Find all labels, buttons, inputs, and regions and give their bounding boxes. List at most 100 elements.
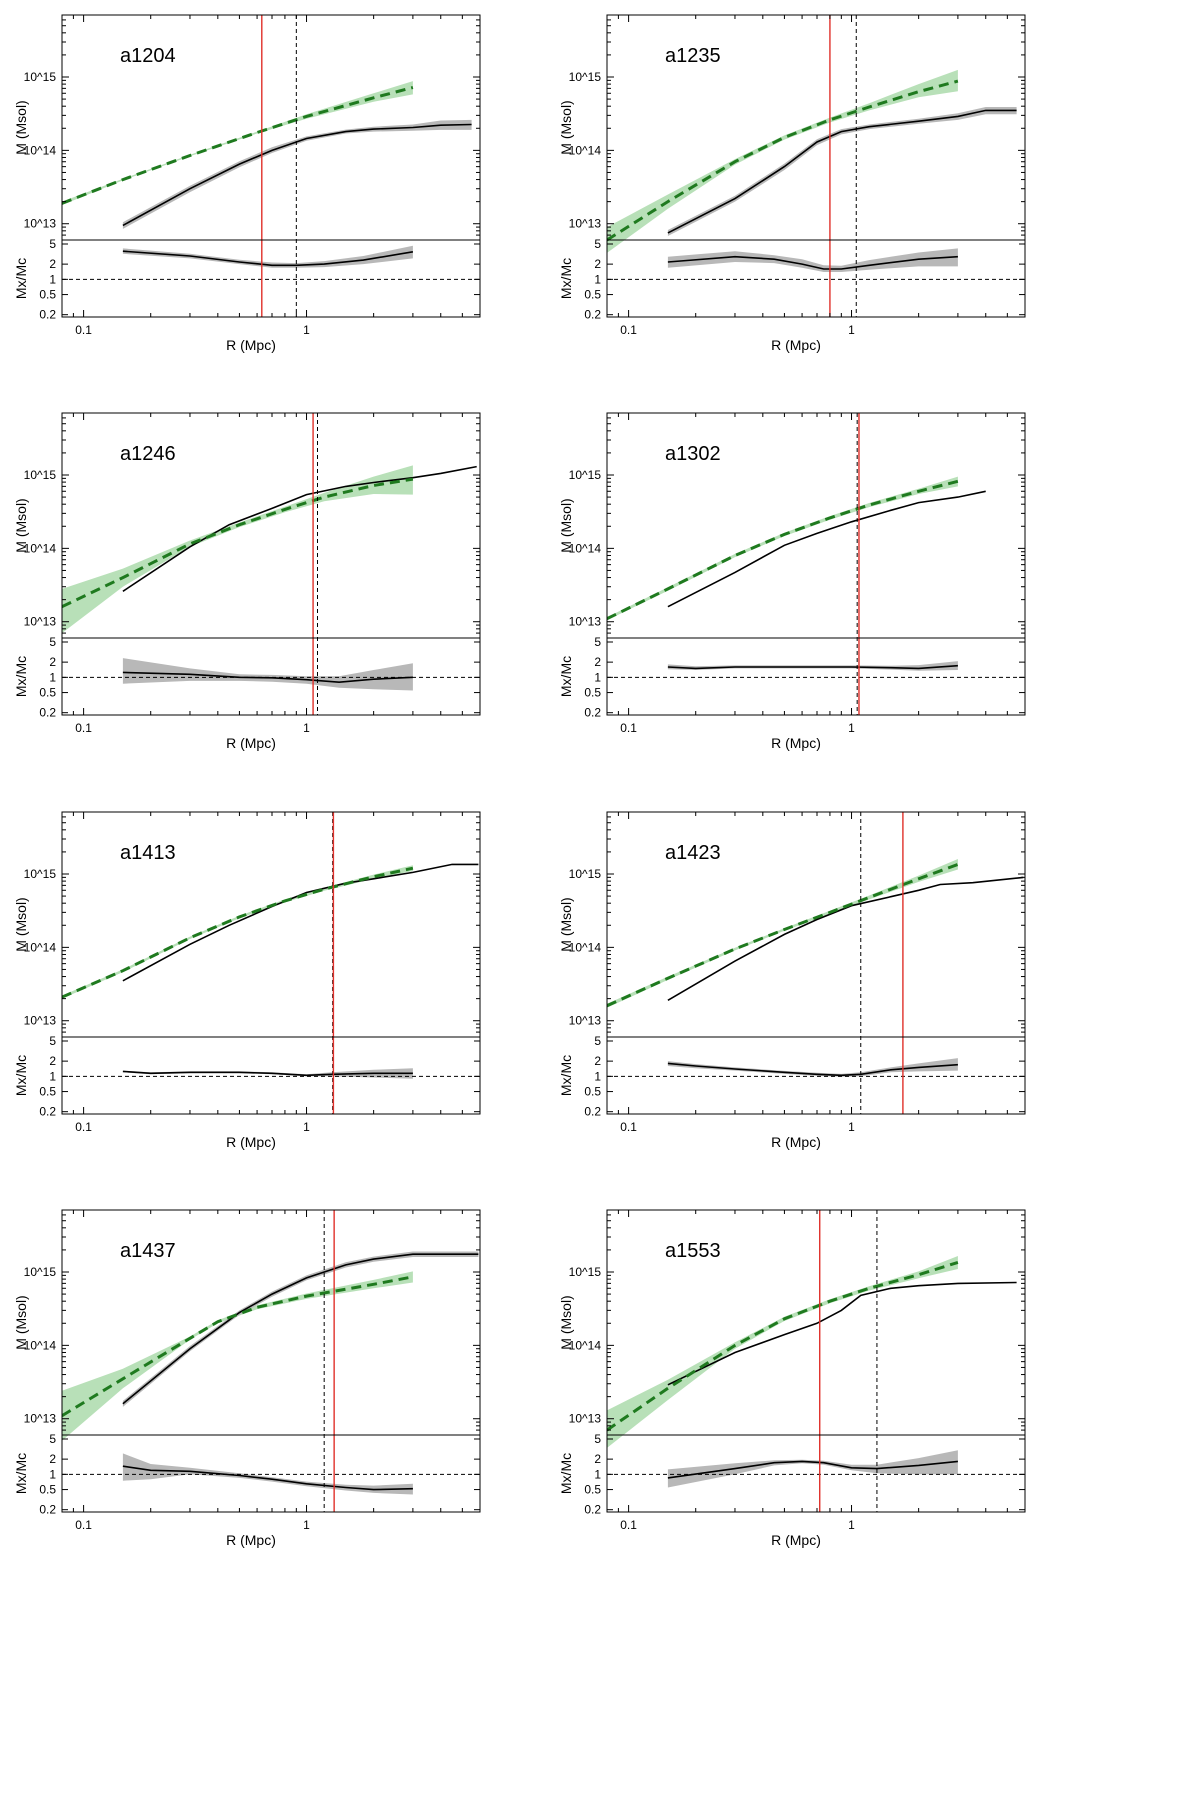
ratio-tick-label: 1 (49, 1467, 56, 1481)
mass-tick-label: 10^15 (569, 1265, 602, 1279)
x-axis-title: R (Mpc) (771, 1532, 821, 1548)
xray-mass-band (122, 119, 472, 229)
ratio-tick-label: 0.2 (39, 1105, 56, 1119)
x-tick-label: 0.1 (75, 323, 92, 337)
x-tick-label: 0.1 (75, 1518, 92, 1532)
x-tick-label: 0.1 (75, 721, 92, 735)
ratio-panel-frame (61, 637, 481, 716)
x-tick-label: 0.1 (620, 323, 637, 337)
mass-tick-label: 10^13 (569, 217, 602, 231)
ratio-tick-label: 1 (49, 1069, 56, 1083)
ratio-axis-title: Mx/Mc (558, 1453, 574, 1494)
ratio-tick-label: 0.5 (584, 686, 601, 700)
mass-ratio-line (667, 1460, 958, 1479)
ratio-tick-label: 2 (594, 1452, 601, 1466)
ratio-tick-label: 5 (49, 635, 56, 649)
ratio-tick-label: 0.2 (39, 308, 56, 322)
caustic-mass-line (607, 862, 959, 1008)
mass-tick-label: 10^15 (24, 1265, 57, 1279)
y-axis-title: M (Msol) (558, 897, 574, 951)
mass-tick-label: 10^15 (569, 867, 602, 881)
mass-ratio-line (122, 250, 414, 267)
mass-tick-label: 10^13 (24, 615, 57, 629)
caustic-mass-band (62, 465, 413, 634)
x-tick-label: 1 (848, 323, 855, 337)
ratio-tick-label: 0.5 (39, 1085, 56, 1099)
ratio-tick-label: 5 (594, 635, 601, 649)
xray-mass-line (122, 1253, 479, 1405)
x-axis-title: R (Mpc) (226, 1532, 276, 1548)
plot-area (607, 812, 1025, 1114)
ratio-panel-frame (606, 1434, 1026, 1513)
xray-mass-line (667, 490, 986, 608)
caustic-mass-band (607, 859, 958, 1008)
ratio-tick-label: 2 (49, 655, 56, 669)
caustic-mass-line (62, 86, 414, 205)
x-tick-label: 0.1 (75, 1120, 92, 1134)
y-axis-title: M (Msol) (558, 100, 574, 154)
x-tick-label: 0.1 (620, 1518, 637, 1532)
panel-title: a1413 (120, 842, 176, 864)
plot-area (62, 1210, 480, 1512)
panel-title: a1235 (665, 45, 721, 67)
x-tick-label: 1 (848, 1120, 855, 1134)
x-tick-label: 0.1 (620, 721, 637, 735)
mass-tick-label: 10^15 (569, 70, 602, 84)
x-axis-title: R (Mpc) (771, 735, 821, 751)
mass-ratio-band (122, 1453, 413, 1495)
y-axis-title: M (Msol) (13, 897, 29, 951)
y-axis-title: M (Msol) (13, 498, 29, 552)
mass-tick-label: 10^14 (569, 541, 602, 555)
ratio-panel-frame (61, 1036, 481, 1115)
xray-mass-line (122, 465, 477, 592)
mass-tick-label: 10^14 (569, 940, 602, 954)
xray-mass-line (667, 109, 1017, 234)
ratio-axis-title: Mx/Mc (13, 1055, 29, 1096)
mass-ratio-line (667, 664, 958, 670)
xray-mass-line (122, 863, 479, 982)
caustic-mass-line (62, 866, 414, 999)
ratio-tick-label: 5 (49, 237, 56, 251)
mass-tick-label: 10^14 (569, 1338, 602, 1352)
ratio-tick-label: 5 (49, 1034, 56, 1048)
xray-mass-band (667, 107, 1017, 236)
ratio-tick-label: 1 (594, 1467, 601, 1481)
ratio-tick-label: 5 (594, 1432, 601, 1446)
mass-tick-label: 10^14 (24, 541, 57, 555)
caustic-mass-line (607, 79, 959, 242)
xray-mass-band (122, 1251, 479, 1407)
ratio-panel-frame (61, 239, 481, 318)
caustic-mass-line (607, 1260, 959, 1432)
ratio-tick-label: 5 (594, 1034, 601, 1048)
ratio-tick-label: 0.2 (584, 706, 601, 720)
ratio-tick-label: 5 (594, 237, 601, 251)
mass-ratio-band (667, 1450, 958, 1488)
x-axis-title: R (Mpc) (226, 337, 276, 353)
ratio-tick-label: 2 (594, 257, 601, 271)
ratio-tick-label: 0.5 (39, 1483, 56, 1497)
xray-mass-line (667, 1281, 1017, 1386)
mass-ratio-line (667, 1062, 958, 1077)
x-axis-title: R (Mpc) (226, 1134, 276, 1150)
ratio-panel-frame (606, 637, 1026, 716)
caustic-mass-band (62, 865, 413, 999)
mass-ratio-band (667, 661, 958, 671)
ratio-tick-label: 1 (594, 1069, 601, 1083)
ratio-tick-label: 1 (49, 670, 56, 684)
ratio-tick-label: 0.5 (584, 1085, 601, 1099)
ratio-axis-title: Mx/Mc (13, 1453, 29, 1494)
x-tick-label: 1 (303, 721, 310, 735)
x-axis-title: R (Mpc) (771, 1134, 821, 1150)
plot-area (62, 413, 480, 715)
x-tick-label: 1 (848, 1518, 855, 1532)
panel-title: a1302 (665, 443, 721, 465)
caustic-mass-band (607, 69, 958, 253)
caustic-mass-line (62, 1275, 414, 1417)
ratio-tick-label: 0.5 (39, 686, 56, 700)
mass-tick-label: 10^15 (24, 70, 57, 84)
plot-area (607, 413, 1025, 715)
